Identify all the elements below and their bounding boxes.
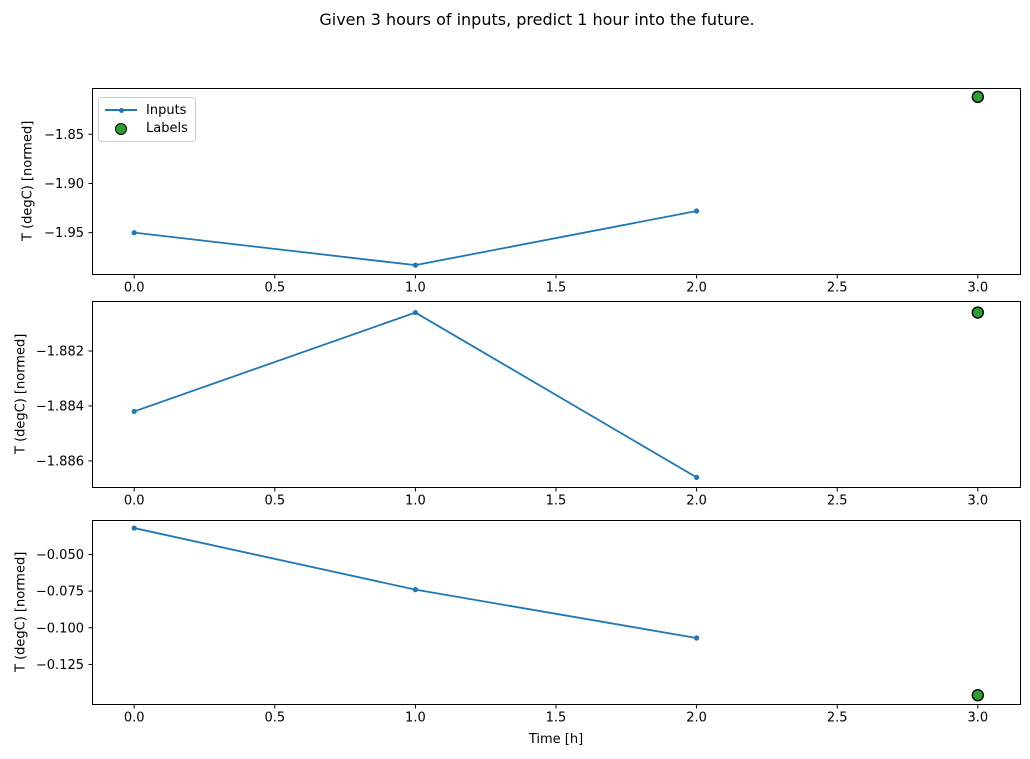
svg-text:1.0: 1.0 — [405, 711, 426, 726]
figure-title: Given 3 hours of inputs, predict 1 hour … — [319, 10, 755, 29]
svg-text:−0.050: −0.050 — [36, 548, 84, 563]
legend-label: Inputs — [146, 102, 187, 118]
svg-text:−0.125: −0.125 — [36, 658, 84, 673]
svg-text:0.5: 0.5 — [264, 711, 285, 726]
svg-text:2.5: 2.5 — [827, 281, 848, 296]
plot-area: 0.0 0.5 1.0 1.5 2.0 2.5 3.0 −1.882 −1.884 −1.886 — [36, 301, 1021, 509]
legend-entry-labels: Labels — [99, 120, 195, 138]
legend: Inputs Labels — [98, 97, 196, 142]
svg-text:−1.85: −1.85 — [44, 128, 84, 143]
labels-circle-swatch-icon — [105, 122, 137, 136]
svg-text:1.5: 1.5 — [546, 281, 567, 296]
svg-text:0.0: 0.0 — [124, 711, 145, 726]
svg-text:−0.075: −0.075 — [36, 585, 84, 600]
svg-text:2.5: 2.5 — [827, 494, 848, 509]
legend-entry-inputs: Inputs — [99, 101, 195, 119]
x-axis-label: Time [h] — [528, 732, 584, 747]
svg-text:1.5: 1.5 — [546, 711, 567, 726]
plot-area: 0.0 0.5 1.0 1.5 2.0 2.5 3.0 −1.85 −1.90 −1.95 — [44, 88, 1021, 296]
svg-text:2.5: 2.5 — [827, 711, 848, 726]
svg-text:0.0: 0.0 — [124, 281, 145, 296]
svg-text:−1.95: −1.95 — [44, 226, 84, 241]
svg-text:1.0: 1.0 — [405, 281, 426, 296]
svg-text:2.0: 2.0 — [686, 494, 707, 509]
plot-area: 0.0 0.5 1.0 1.5 2.0 2.5 3.0 −0.050 −0.075 −0.100 −… — [36, 520, 1021, 726]
inputs-line-swatch-icon — [105, 103, 137, 117]
svg-text:1.0: 1.0 — [405, 494, 426, 509]
svg-text:3.0: 3.0 — [967, 494, 988, 509]
svg-text:3.0: 3.0 — [967, 281, 988, 296]
svg-text:0.0: 0.0 — [124, 494, 145, 509]
svg-text:2.0: 2.0 — [686, 711, 707, 726]
svg-text:−1.882: −1.882 — [36, 345, 84, 360]
svg-text:−1.90: −1.90 — [44, 177, 84, 192]
svg-text:0.5: 0.5 — [264, 494, 285, 509]
svg-text:−1.886: −1.886 — [36, 454, 84, 469]
svg-text:−1.884: −1.884 — [36, 399, 84, 414]
svg-text:0.5: 0.5 — [264, 281, 285, 296]
legend-label: Labels — [146, 121, 188, 137]
svg-text:−0.100: −0.100 — [36, 621, 84, 636]
svg-text:1.5: 1.5 — [546, 494, 567, 509]
svg-text:2.0: 2.0 — [686, 281, 707, 296]
svg-text:3.0: 3.0 — [967, 711, 988, 726]
